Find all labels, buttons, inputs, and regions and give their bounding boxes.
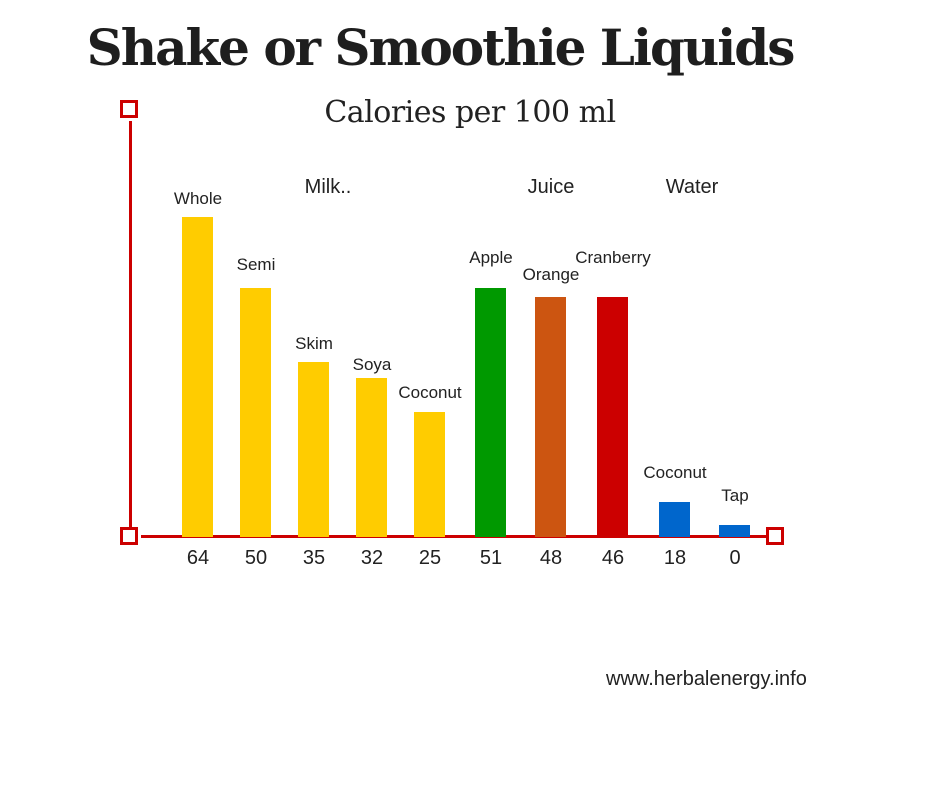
bar-coconut-4 bbox=[414, 412, 445, 537]
value-label: 48 bbox=[539, 547, 563, 569]
bar-label: Soya bbox=[352, 355, 392, 374]
bar-label: Apple bbox=[469, 248, 513, 267]
value-label: 46 bbox=[601, 547, 625, 569]
value-label: 25 bbox=[418, 547, 442, 569]
axis-origin-handle bbox=[120, 527, 138, 545]
value-label: 35 bbox=[302, 547, 326, 569]
bar-label: Coconut bbox=[398, 383, 462, 402]
bar-semi-1 bbox=[240, 288, 271, 537]
x-axis-line bbox=[141, 535, 766, 538]
group-label-juice: Juice bbox=[527, 176, 575, 198]
value-label: 18 bbox=[663, 547, 687, 569]
value-label: 32 bbox=[360, 547, 384, 569]
bar-label: Semi bbox=[236, 255, 276, 274]
bar-label: Coconut bbox=[643, 463, 707, 482]
bar-cranberry-7 bbox=[597, 297, 628, 537]
axis-top-handle bbox=[120, 100, 138, 118]
bar-label: Whole bbox=[173, 189, 223, 208]
bar-apple-5 bbox=[475, 288, 506, 537]
bar-label: Orange bbox=[522, 265, 580, 284]
value-label: 64 bbox=[186, 547, 210, 569]
bar-label: Tap bbox=[721, 486, 749, 505]
bar-label: Skim bbox=[295, 334, 333, 353]
bar-whole-0 bbox=[182, 217, 213, 537]
bar-orange-6 bbox=[535, 297, 566, 537]
source-url: www.herbalenergy.info bbox=[606, 668, 807, 690]
bar-tap-9 bbox=[719, 525, 750, 537]
y-axis-line bbox=[129, 121, 132, 527]
bar-skim-2 bbox=[298, 362, 329, 537]
bar-coconut-8 bbox=[659, 502, 690, 537]
value-label: 50 bbox=[244, 547, 268, 569]
group-label-water: Water bbox=[665, 176, 719, 198]
chart-title: Shake or Smoothie Liquids bbox=[86, 18, 796, 77]
chart-subtitle: Calories per 100 ml bbox=[324, 95, 616, 130]
bar-label: Cranberry bbox=[575, 248, 651, 267]
axis-right-handle bbox=[766, 527, 784, 545]
value-label: 0 bbox=[729, 547, 741, 569]
bar-soya-3 bbox=[356, 378, 387, 537]
value-label: 51 bbox=[479, 547, 503, 569]
group-label-milk: Milk.. bbox=[304, 176, 352, 198]
